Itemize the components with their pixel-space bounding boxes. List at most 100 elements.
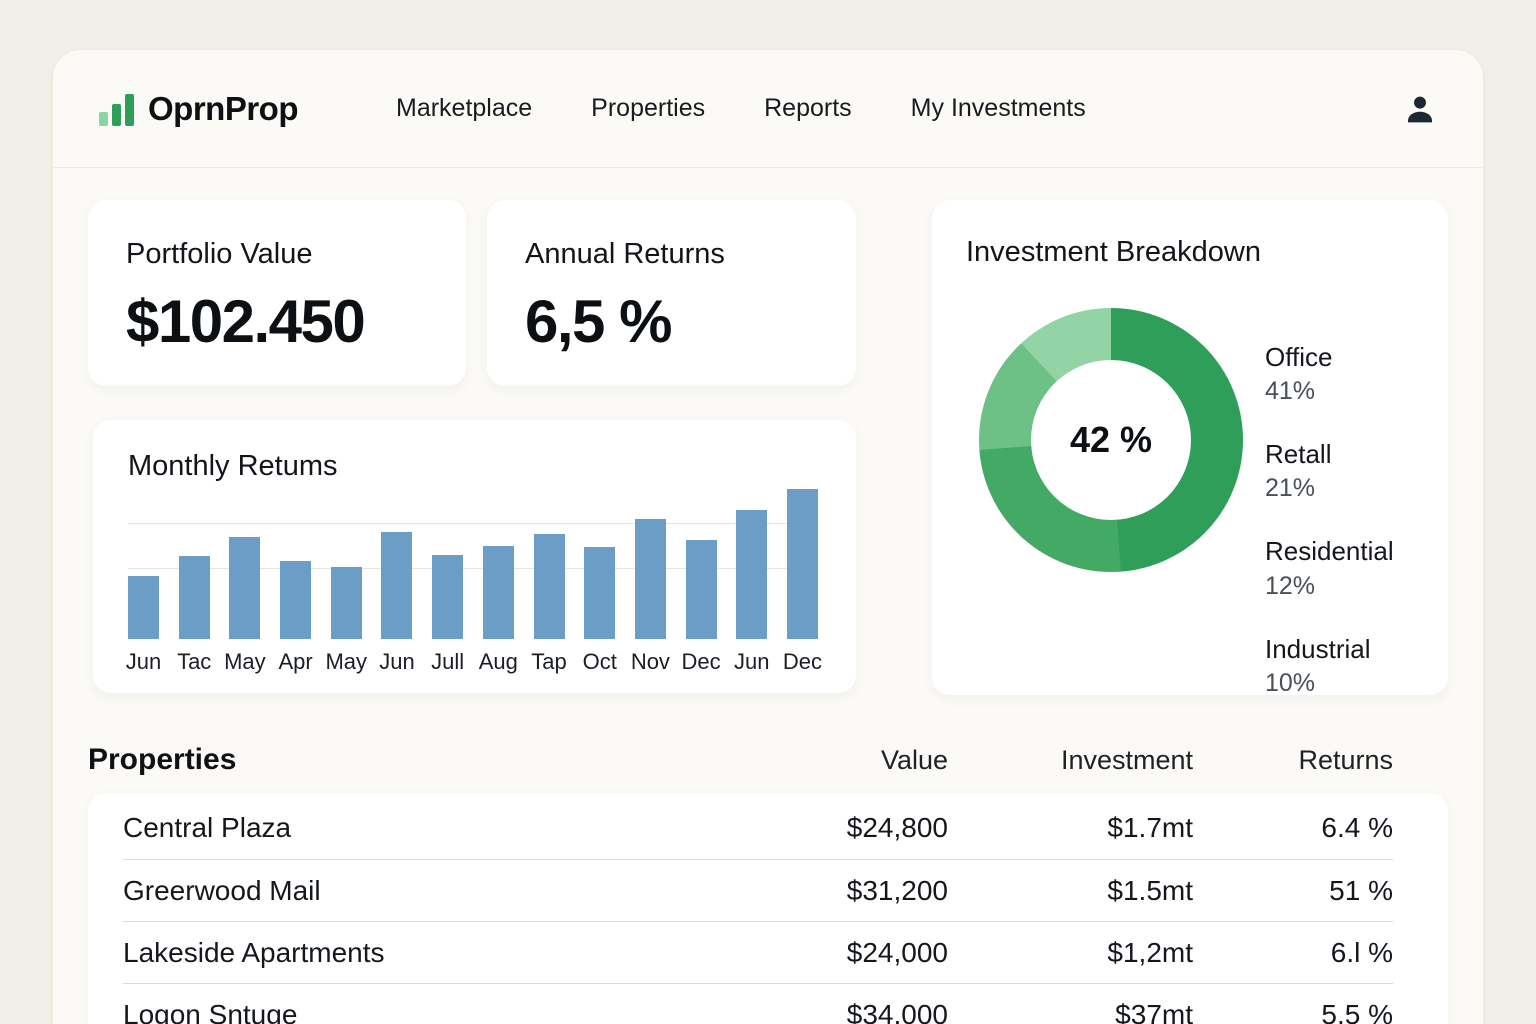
bar	[229, 537, 261, 639]
bar-column: May	[224, 537, 266, 675]
bar	[280, 561, 312, 639]
properties-title: Properties	[88, 743, 237, 776]
property-returns: 5.5 %	[1321, 998, 1393, 1024]
bar	[786, 489, 818, 639]
bar-column: Tap	[531, 534, 567, 675]
legend-item-residential: Residential 12%	[1265, 536, 1394, 600]
bar-column: Oct	[582, 547, 617, 675]
dashboard-container: OprnProp Marketplace Properties Reports My …	[53, 50, 1483, 1024]
properties-header-row: Properties Value Investment Returns	[88, 735, 1448, 785]
legend-value: 10%	[1265, 668, 1316, 697]
bar-column: Jull	[431, 555, 465, 675]
bar-label: Jull	[431, 649, 465, 674]
bar-label: Tap	[531, 649, 567, 674]
portfolio-value-title: Portfolio Value	[126, 238, 313, 270]
property-name: Greerwood Mail	[123, 874, 321, 906]
bar	[685, 540, 717, 639]
column-header-value: Value	[880, 744, 948, 775]
bar-column: Dec	[682, 540, 721, 675]
property-value: $34,000	[846, 998, 948, 1024]
property-value: $24,000	[846, 936, 948, 968]
top-nav-bar: OprnProp Marketplace Properties Reports My …	[53, 50, 1483, 168]
bar-label: Aug	[478, 649, 518, 674]
bar	[584, 547, 616, 639]
properties-table: Central Plaza $24,800 $1.7mt 6.4 % Greerwood…	[88, 793, 1448, 1024]
property-value: $24,800	[846, 812, 948, 843]
brand-logo[interactable]: OprnProp	[99, 89, 299, 128]
brand-name: OprnProp	[148, 89, 299, 127]
property-name: Lakeside Apartments	[123, 936, 385, 968]
bar	[128, 576, 159, 639]
bar-column: May	[325, 567, 367, 675]
bar	[736, 510, 768, 639]
table-row[interactable]: Central Plaza $24,800 $1.7mt 6.4 %	[123, 797, 1393, 859]
property-returns: 6.l %	[1330, 936, 1393, 968]
legend-value: 41%	[1265, 377, 1316, 406]
user-account-button[interactable]	[1403, 92, 1437, 126]
bar-column: Jun	[734, 510, 770, 675]
table-row[interactable]: Lakeside Apartments $24,000 $1,2mt 6.l %	[123, 921, 1393, 983]
bar	[381, 532, 413, 639]
annual-returns-card: Annual Returns 6,5 %	[487, 200, 856, 386]
nav-item-marketplace[interactable]: Marketplace	[396, 94, 533, 122]
bar-column: Tac	[177, 556, 212, 675]
legend-label: Retall	[1265, 439, 1332, 470]
user-icon	[1407, 96, 1433, 122]
legend-label: Industrial	[1265, 633, 1371, 664]
bar-label: May	[224, 649, 266, 674]
monthly-returns-card: Monthly Retums Jun Tac May Apr May Jun Jull Aug…	[93, 420, 856, 693]
legend-item-retall: Retall 21%	[1265, 439, 1394, 503]
property-returns: 6.4 %	[1321, 812, 1393, 843]
property-returns: 51 %	[1329, 874, 1393, 906]
gridline	[128, 568, 818, 569]
table-row[interactable]: Greerwood Mail $31,200 $1.5mt 51 %	[123, 859, 1393, 921]
nav-item-my-investments[interactable]: My Investments	[910, 94, 1086, 122]
bar	[634, 519, 666, 639]
donut-chart: 42 %	[979, 308, 1243, 572]
gridline	[128, 523, 818, 524]
annual-returns-amount: 6,5 %	[525, 288, 672, 355]
legend-value: 21%	[1265, 474, 1316, 503]
nav-item-properties[interactable]: Properties	[591, 94, 706, 122]
bar-chart-logo-icon	[99, 92, 134, 126]
column-header-investment: Investment	[1060, 744, 1193, 775]
bar-label: Jun	[125, 649, 162, 674]
property-name: Logon Snţuge	[123, 998, 298, 1024]
monthly-bar-chart: Jun Tac May Apr May Jun Jull Aug Tap Oct Nov Dec Jun…	[125, 489, 822, 675]
legend-item-industrial: Industrial 10%	[1265, 634, 1394, 698]
breakdown-legend: Office 41% Retall 21% Residential 12% Industri…	[1265, 342, 1394, 698]
legend-label: Residential	[1265, 536, 1394, 567]
bar-label: Jun	[379, 649, 415, 674]
portfolio-value-card: Portfolio Value $102.450	[88, 200, 466, 386]
column-header-returns: Returns	[1298, 744, 1393, 775]
bar	[330, 567, 362, 639]
bar	[432, 555, 464, 639]
bar	[482, 546, 514, 639]
property-value: $31,200	[846, 874, 948, 906]
legend-label: Office	[1265, 342, 1333, 372]
bar-label: Oct	[582, 649, 617, 674]
bar-column: Dec	[783, 489, 822, 675]
bar-column: Aug	[479, 546, 518, 675]
bar-label: Apr	[278, 649, 313, 674]
annual-returns-title: Annual Returns	[525, 238, 725, 270]
donut-hole: 42 %	[1031, 360, 1191, 520]
nav-item-reports[interactable]: Reports	[764, 94, 852, 122]
bar-column: Jun	[379, 532, 415, 675]
legend-value: 12%	[1265, 571, 1316, 600]
bar-label: Jun	[734, 649, 770, 674]
property-investment: $37mt	[1115, 998, 1193, 1024]
investment-breakdown-card: Investment Breakdown 42 % Office 41% Retal…	[932, 200, 1448, 698]
table-row[interactable]: Logon Snţuge $34,000 $37mt 5.5 %	[123, 983, 1393, 1024]
bar-column: Jun	[125, 576, 162, 675]
main-nav: Marketplace Properties Reports My Investmen…	[396, 94, 1086, 123]
property-investment: $1.5mt	[1107, 874, 1193, 906]
portfolio-value-amount: $102.450	[126, 288, 366, 355]
bar-column: Apr	[278, 561, 313, 675]
property-name: Central Plaza	[123, 812, 292, 843]
bar-label: Dec	[782, 649, 822, 674]
bar	[178, 556, 210, 639]
bar-label: Dec	[681, 649, 721, 674]
property-investment: $1.7mt	[1107, 812, 1193, 843]
bar-label: Tac	[177, 649, 212, 674]
